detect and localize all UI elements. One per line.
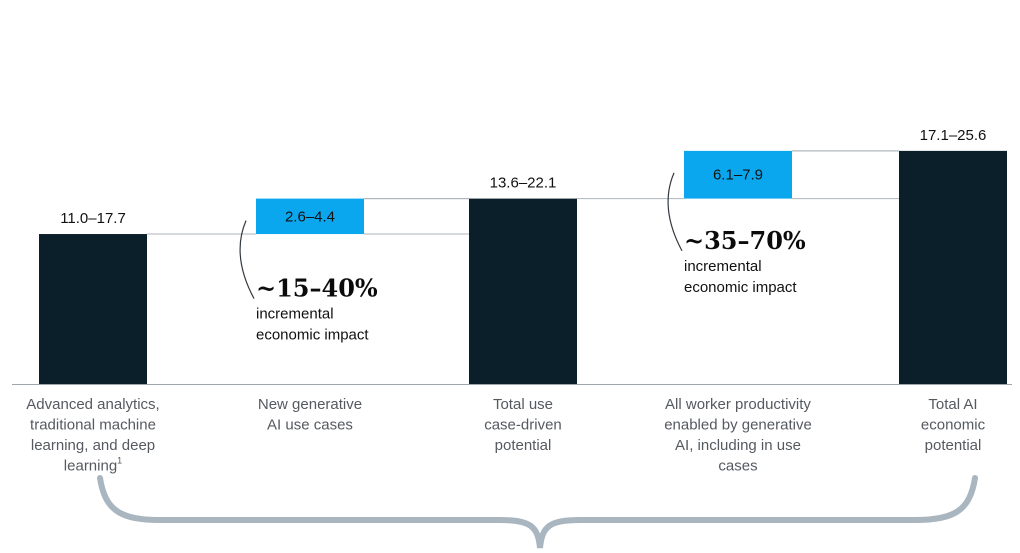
incremental-percent: ~35–70% bbox=[684, 226, 806, 255]
bar-value-label: 2.6–4.4 bbox=[285, 208, 335, 225]
category-label: Total use bbox=[493, 396, 553, 413]
category-label: potential bbox=[925, 437, 982, 454]
total-bar bbox=[899, 150, 1007, 384]
bottom-brace bbox=[97, 475, 978, 549]
footnote-marker: 1 bbox=[117, 456, 122, 466]
total-bar bbox=[469, 198, 577, 384]
category-label: All worker productivity bbox=[665, 396, 811, 413]
category-label: economic bbox=[921, 417, 986, 434]
incremental-label: incremental bbox=[256, 306, 334, 323]
category-label: case-driven bbox=[484, 417, 562, 434]
incremental-label: economic impact bbox=[684, 279, 797, 296]
category-label: enabled by generative bbox=[664, 417, 812, 434]
bar-value-label: 13.6–22.1 bbox=[490, 175, 557, 192]
category-label: Total AI bbox=[928, 396, 977, 413]
total-bar bbox=[39, 234, 147, 384]
bar-value-label: 11.0–17.7 bbox=[60, 210, 126, 227]
category-label: learning1 bbox=[64, 456, 122, 475]
incremental-bar bbox=[256, 198, 364, 235]
incremental-bar bbox=[684, 150, 792, 199]
category-label: cases bbox=[718, 458, 757, 475]
annotation-bracket bbox=[239, 220, 255, 299]
category-label: Advanced analytics, bbox=[26, 396, 159, 413]
incremental-label: economic impact bbox=[256, 327, 369, 344]
category-label: potential bbox=[495, 437, 552, 454]
category-label: New generative bbox=[258, 396, 362, 413]
incremental-percent: ~15–40% bbox=[256, 274, 378, 303]
category-label: traditional machine bbox=[30, 417, 156, 434]
bar-value-label: 6.1–7.9 bbox=[713, 167, 763, 184]
annotation-bracket bbox=[667, 172, 683, 252]
category-label: learning, and deep bbox=[31, 437, 155, 454]
incremental-label: incremental bbox=[684, 258, 762, 275]
category-label: AI use cases bbox=[267, 417, 353, 434]
category-label: AI, including in use bbox=[675, 437, 801, 454]
bar-value-label: 17.1–25.6 bbox=[920, 127, 987, 144]
